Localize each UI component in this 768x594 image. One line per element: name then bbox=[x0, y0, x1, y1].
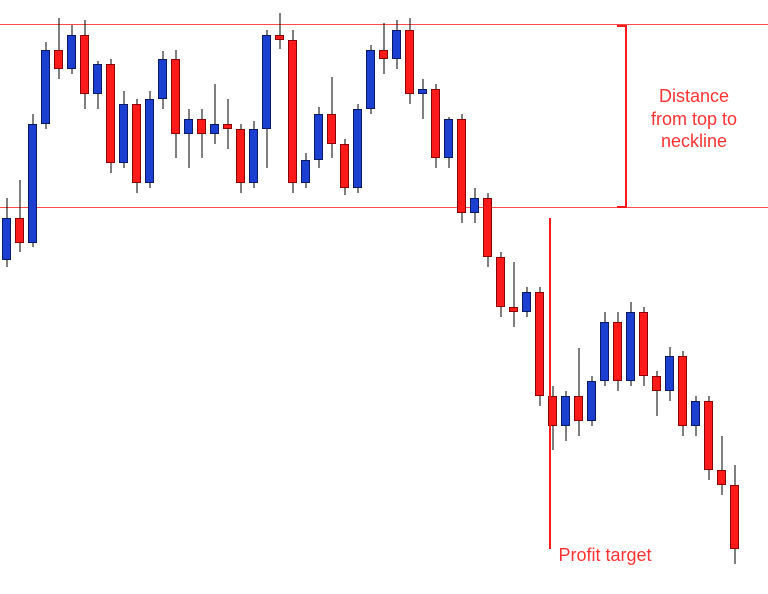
candle bbox=[145, 0, 154, 594]
candle bbox=[236, 0, 245, 594]
candlestick-chart: Distancefrom top toneckline Profit target bbox=[0, 0, 768, 594]
distance-bracket bbox=[625, 25, 627, 208]
candle bbox=[366, 0, 375, 594]
profit-target-label: Profit target bbox=[525, 544, 685, 567]
candle bbox=[288, 0, 297, 594]
candle bbox=[223, 0, 232, 594]
candle bbox=[600, 0, 609, 594]
candle bbox=[93, 0, 102, 594]
candle bbox=[262, 0, 271, 594]
profit-target-marker bbox=[549, 218, 551, 550]
candle bbox=[80, 0, 89, 594]
candle bbox=[171, 0, 180, 594]
candle bbox=[210, 0, 219, 594]
candle bbox=[340, 0, 349, 594]
candle bbox=[106, 0, 115, 594]
candle bbox=[327, 0, 336, 594]
candle bbox=[418, 0, 427, 594]
candle bbox=[470, 0, 479, 594]
candle bbox=[561, 0, 570, 594]
candle bbox=[522, 0, 531, 594]
candle bbox=[392, 0, 401, 594]
candle bbox=[483, 0, 492, 594]
candle bbox=[496, 0, 505, 594]
candle bbox=[54, 0, 63, 594]
candle bbox=[28, 0, 37, 594]
distance-bracket bbox=[617, 25, 627, 27]
candle bbox=[249, 0, 258, 594]
candle bbox=[301, 0, 310, 594]
candle bbox=[431, 0, 440, 594]
candle bbox=[405, 0, 414, 594]
candle bbox=[15, 0, 24, 594]
candle bbox=[353, 0, 362, 594]
candle bbox=[158, 0, 167, 594]
candle bbox=[574, 0, 583, 594]
candle bbox=[184, 0, 193, 594]
distance-label: Distancefrom top toneckline bbox=[629, 85, 759, 153]
candle bbox=[509, 0, 518, 594]
candle bbox=[67, 0, 76, 594]
candle bbox=[41, 0, 50, 594]
candle bbox=[314, 0, 323, 594]
candle bbox=[197, 0, 206, 594]
candle bbox=[119, 0, 128, 594]
candle bbox=[379, 0, 388, 594]
candle bbox=[535, 0, 544, 594]
candle bbox=[275, 0, 284, 594]
candle bbox=[2, 0, 11, 594]
candle bbox=[457, 0, 466, 594]
distance-bracket bbox=[617, 206, 627, 208]
candle bbox=[587, 0, 596, 594]
candle bbox=[444, 0, 453, 594]
candle bbox=[613, 0, 622, 594]
candle bbox=[132, 0, 141, 594]
